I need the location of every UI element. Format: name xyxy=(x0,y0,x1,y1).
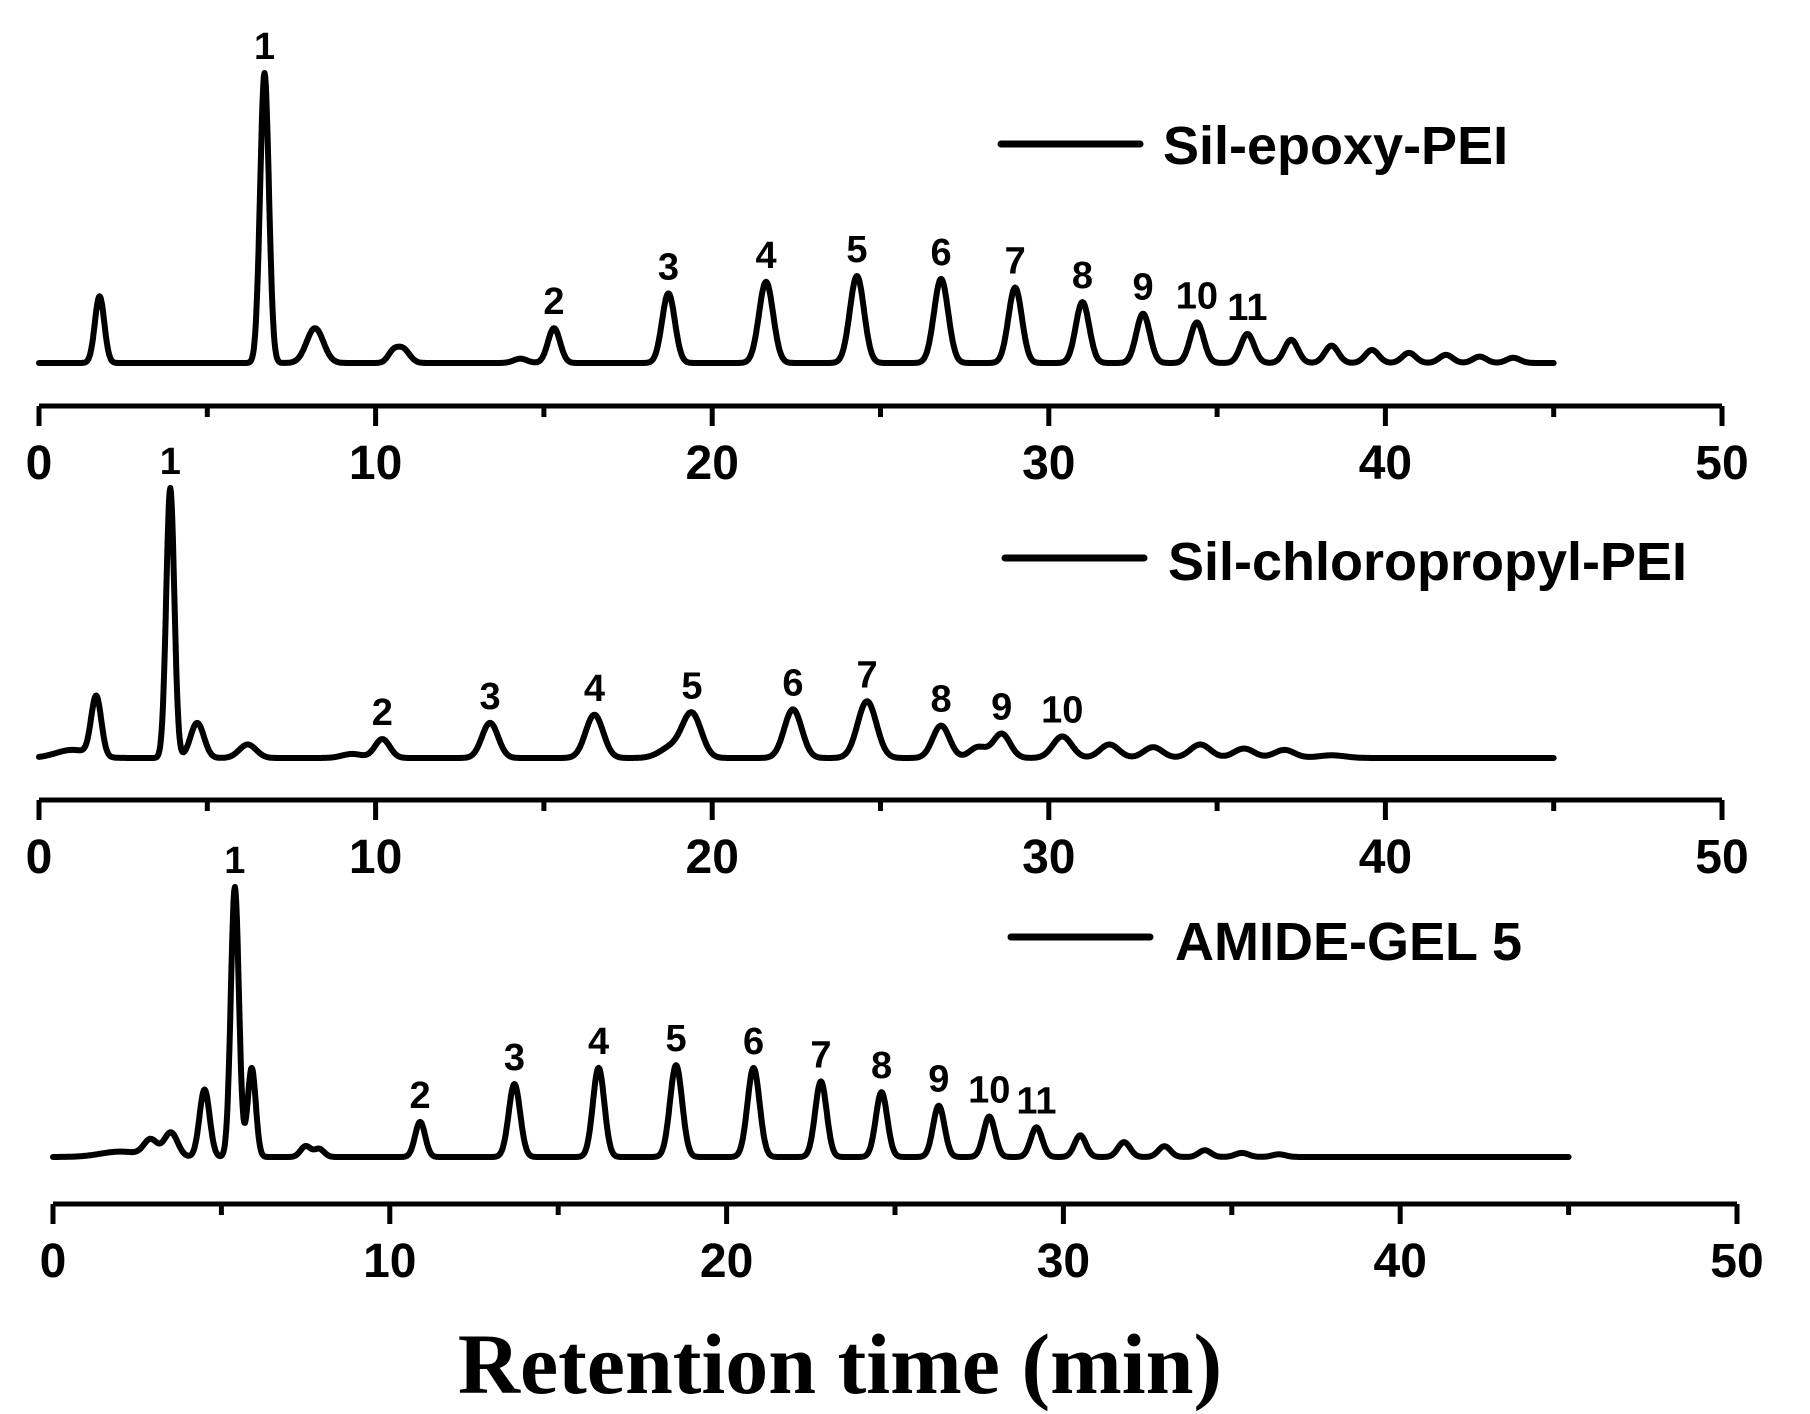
x-tick-label: 20 xyxy=(700,1235,753,1288)
x-tick-label: 40 xyxy=(1359,831,1412,884)
peak-label: 6 xyxy=(931,232,952,274)
peak-label: 1 xyxy=(160,441,181,483)
peak-label: 9 xyxy=(928,1059,949,1101)
x-tick-label: 40 xyxy=(1374,1235,1427,1288)
peak-label: 8 xyxy=(931,679,952,721)
x-tick-label: 20 xyxy=(686,831,739,884)
peak-label: 10 xyxy=(968,1070,1010,1112)
x-tick-label: 50 xyxy=(1695,831,1748,884)
peak-label: 5 xyxy=(681,665,702,707)
peak-label: 10 xyxy=(1041,689,1083,731)
peak-label: 6 xyxy=(743,1021,764,1063)
x-tick-label: 10 xyxy=(349,437,402,490)
peak-label: 8 xyxy=(1072,255,1093,297)
peak-label: 11 xyxy=(1227,287,1267,329)
peak-label: 2 xyxy=(410,1075,431,1117)
x-tick-label: 30 xyxy=(1037,1235,1090,1288)
peak-label: 1 xyxy=(224,840,245,882)
legend-entry: Sil-epoxy-PEI xyxy=(1163,116,1508,176)
peak-label: 5 xyxy=(846,229,867,271)
peak-label: 3 xyxy=(479,676,500,718)
x-tick-label: 10 xyxy=(349,831,402,884)
peak-label: 8 xyxy=(871,1045,892,1087)
peak-label: 11 xyxy=(1016,1080,1056,1122)
x-tick-label: 10 xyxy=(363,1235,416,1288)
chromatogram-trace-2 xyxy=(36,485,1557,761)
x-tick-label: 0 xyxy=(40,1235,67,1288)
peak-label: 9 xyxy=(1132,267,1153,309)
peak-label: 1 xyxy=(254,26,275,68)
legend-entry: Sil-chloropropyl-PEI xyxy=(1168,532,1687,592)
peak-label: 7 xyxy=(810,1034,831,1076)
peak-label: 10 xyxy=(1176,275,1218,317)
legend-entry: AMIDE-GEL 5 xyxy=(1175,912,1522,972)
chromatogram-trace-3 xyxy=(50,884,1572,1160)
x-tick-label: 30 xyxy=(1022,437,1075,490)
peak-label: 2 xyxy=(372,692,393,734)
x-tick-label: 0 xyxy=(26,831,53,884)
x-tick-label: 50 xyxy=(1695,437,1748,490)
peak-label: 3 xyxy=(504,1037,525,1079)
peak-label: 7 xyxy=(1005,241,1026,283)
peak-label: 7 xyxy=(856,654,877,696)
x-tick-label: 40 xyxy=(1359,437,1412,490)
x-tick-label: 30 xyxy=(1022,831,1075,884)
chromatogram-trace-1 xyxy=(36,70,1557,366)
peak-label: 5 xyxy=(666,1018,687,1060)
peak-label: 4 xyxy=(584,668,605,710)
x-tick-label: 20 xyxy=(686,437,739,490)
x-tick-label: 0 xyxy=(26,437,53,490)
peak-label: 2 xyxy=(543,281,564,323)
peak-label: 6 xyxy=(782,662,803,704)
peak-label: 4 xyxy=(588,1021,609,1063)
peak-label: 9 xyxy=(991,686,1012,728)
x-tick-label: 50 xyxy=(1710,1235,1763,1288)
peak-label: 3 xyxy=(658,246,679,288)
x-axis-title: Retention time (min) xyxy=(458,1316,1222,1412)
peak-label: 4 xyxy=(755,235,776,277)
